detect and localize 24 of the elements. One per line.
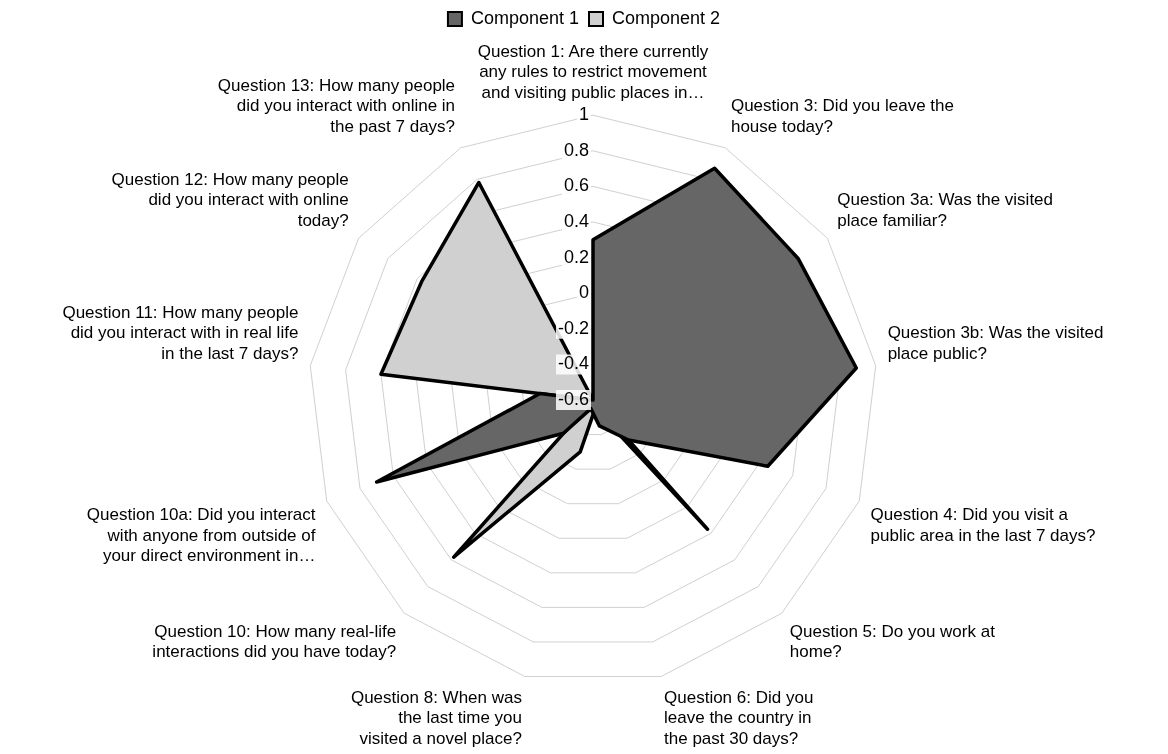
- spoke-label: Question 4: Did you visit a public area in the last 7 days?: [870, 505, 1096, 545]
- y-tick-label: 0: [578, 282, 589, 303]
- spoke-label: Question 13: How many people did you interact with online in the past 7 days?: [217, 75, 456, 136]
- spoke-label: Question 11: How many people did you interact with in real life in the last 7 days?: [62, 302, 299, 363]
- spoke-label: Question 5: Do you work at home?: [789, 622, 996, 662]
- y-tick-label: 1: [578, 104, 589, 125]
- y-tick-label: 0.4: [563, 210, 589, 231]
- spoke-label: Question 8: When was the last time you visited a novel place?: [350, 688, 522, 748]
- spoke-label: Question 10a: Did you interact with anyone from outside of your direct environment in…: [86, 505, 316, 565]
- spoke-label: Question 3a: Was the visited place familiar?: [837, 190, 1054, 230]
- spoke-label: Question 6: Did you leave the country in the past 30 days?: [664, 688, 814, 748]
- legend-label: Component 2: [612, 7, 721, 28]
- y-tick-label: 0.2: [563, 246, 589, 267]
- y-tick-label: -0.4: [557, 353, 589, 374]
- spoke-label: Question 3b: Was the visited place public?: [887, 323, 1104, 363]
- spoke-label: Question 1: Are there currently any rules to restrict movement and visiting public places in…: [477, 41, 709, 102]
- spoke-label: Question 3: Did you leave the house today?: [730, 96, 954, 136]
- legend-label: Component 1: [470, 7, 580, 28]
- y-tick-label: 0.6: [563, 175, 589, 196]
- spoke-label: Question 12: How many people did you interact with online today?: [111, 170, 349, 230]
- y-tick-label: 0.8: [563, 139, 589, 160]
- spoke-label: Question 10: How many real-life interactions did you have today?: [152, 622, 397, 662]
- y-tick-label: -0.6: [557, 388, 589, 409]
- y-tick-label: -0.2: [557, 317, 589, 338]
